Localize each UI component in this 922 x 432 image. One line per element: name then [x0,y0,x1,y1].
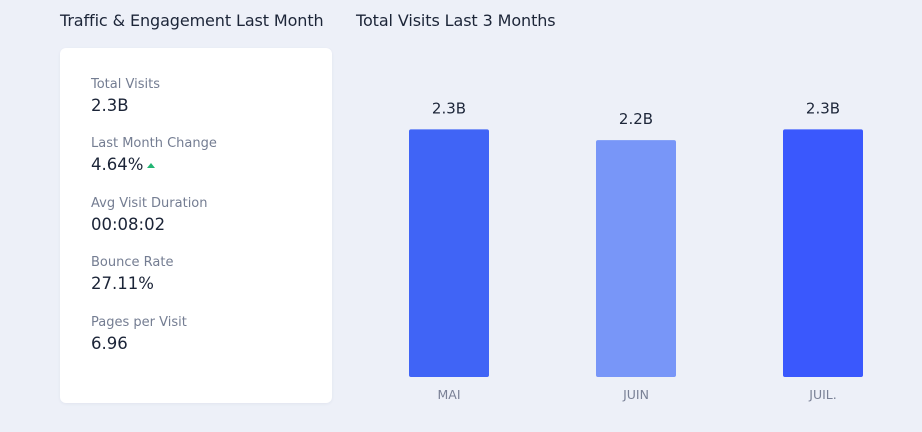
metric-value-text: 4.64% [91,155,144,174]
metric-total-visits: Total Visits 2.3B [91,76,321,117]
total-visits-chart-title: Total Visits Last 3 Months [356,11,556,30]
stats-card: Total Visits 2.3B Last Month Change 4.64… [60,48,332,403]
traffic-engagement-title: Traffic & Engagement Last Month [60,11,324,30]
category-tick-label: JUIN [622,387,649,402]
metric-label: Total Visits [91,77,160,92]
bar-mai[interactable] [409,129,489,377]
metric-value: 00:08:02 [91,214,321,236]
metric-value-text: 27.11% [91,274,154,293]
metric-label: Pages per Visit [91,315,187,330]
metric-pages-per-visit: Pages per Visit 6.96 [91,314,321,355]
metric-last-month-change: Last Month Change 4.64% [91,135,321,176]
trend-up-icon [147,163,156,168]
total-visits-bar-chart: 2.3B MAI 2.2B JUIN 2.3B JUIL. [356,48,922,432]
metric-avg-visit-duration: Avg Visit Duration 00:08:02 [91,195,321,236]
metric-value: 27.11% [91,273,321,295]
metric-value-text: 2.3B [91,96,129,115]
metric-value-text: 6.96 [91,334,128,353]
category-tick-label: JUIL. [808,387,836,402]
metric-label: Avg Visit Duration [91,196,208,211]
category-tick-label: MAI [437,387,460,402]
bar-value-label: 2.2B [619,110,653,128]
bar-juin[interactable] [596,140,676,377]
metric-label: Last Month Change [91,136,217,151]
metric-value: 2.3B [91,95,321,117]
metric-value-text: 00:08:02 [91,215,166,234]
bar-chart-svg: 2.3B MAI 2.2B JUIN 2.3B JUIL. [409,99,863,402]
metric-bounce-rate: Bounce Rate 27.11% [91,254,321,295]
metric-value: 6.96 [91,333,321,355]
bar-juil[interactable] [783,129,863,377]
metric-label: Bounce Rate [91,255,174,270]
bar-value-label: 2.3B [432,99,466,117]
metric-value: 4.64% [91,154,321,176]
bar-value-label: 2.3B [806,99,840,117]
